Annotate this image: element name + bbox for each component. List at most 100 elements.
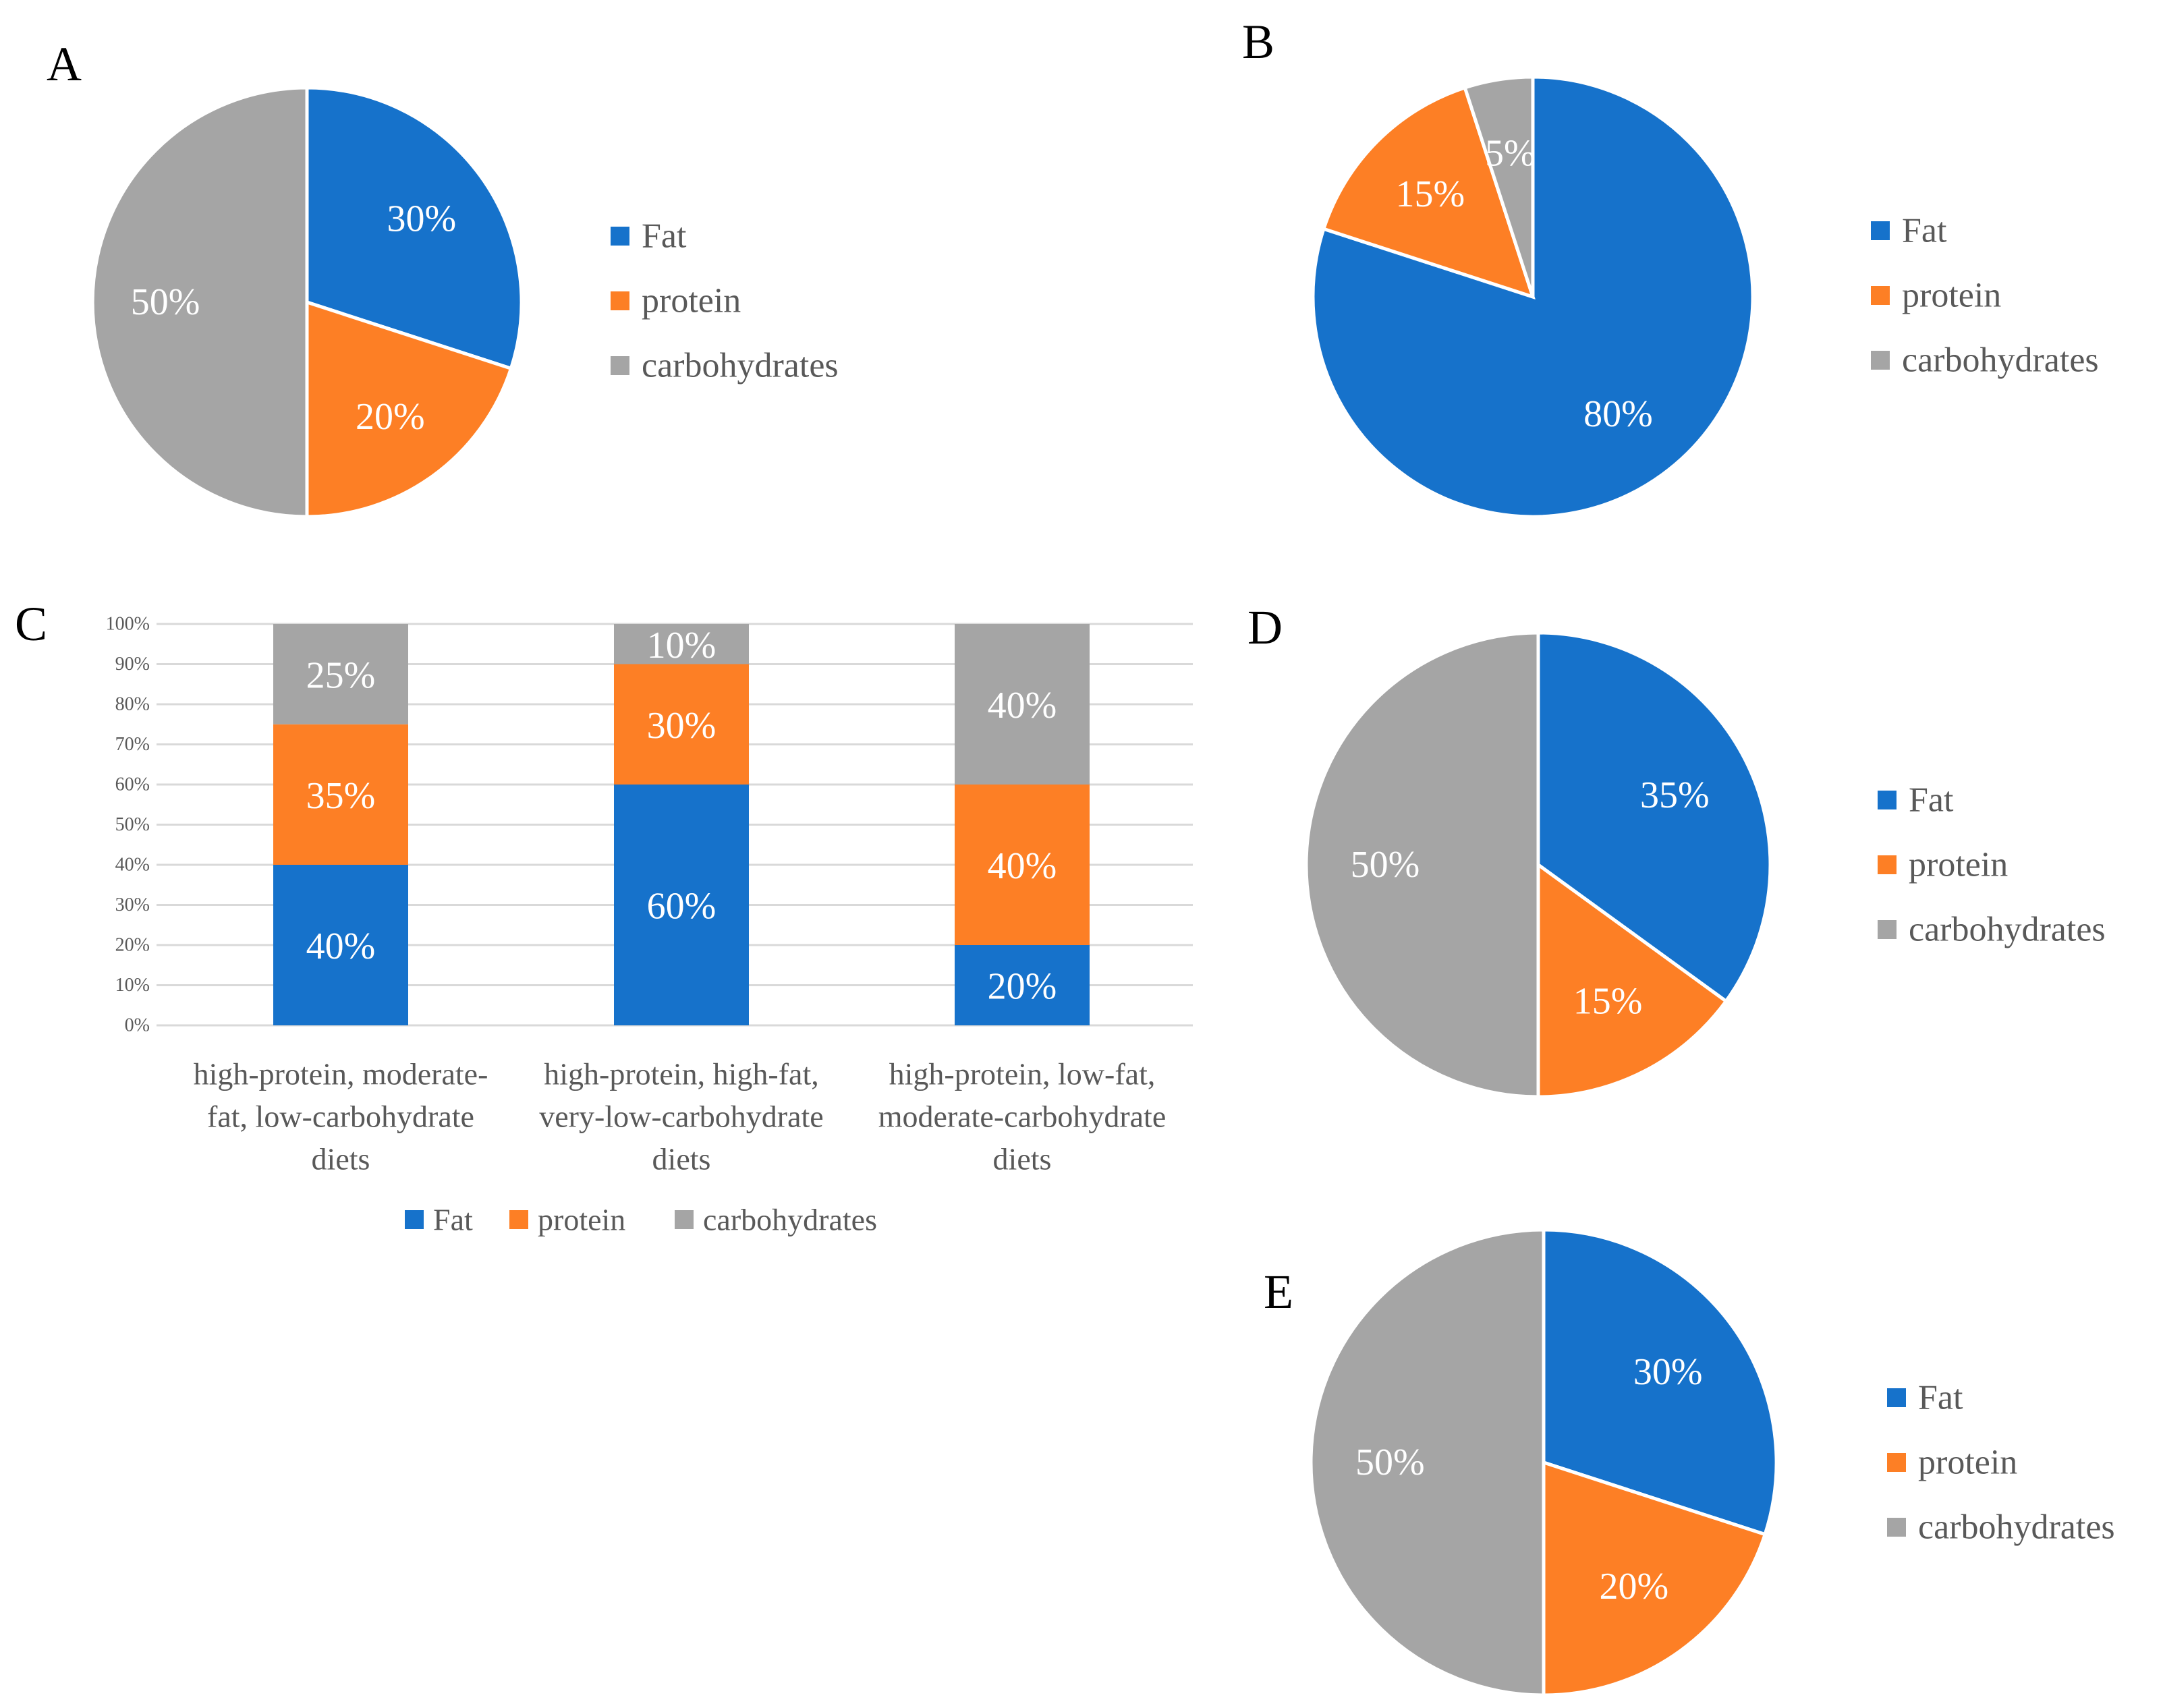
pie-slice-protein — [305, 300, 513, 519]
bar-label: 40% — [988, 685, 1057, 727]
bar-segment-protein — [273, 724, 408, 865]
legend-swatch-protein — [611, 291, 629, 310]
legend-swatch-carbohydrates — [611, 356, 629, 375]
panel-letter: B — [1242, 15, 1274, 69]
bar-segment-fat — [955, 945, 1090, 1025]
panel-letter: C — [15, 597, 47, 651]
legend-label: Fat — [642, 217, 687, 256]
pie-slice-fat — [1536, 631, 1772, 1004]
legend-label: Fat — [1909, 781, 1954, 820]
legend-swatch-protein — [1878, 855, 1897, 874]
pie-slice-protein — [1536, 861, 1729, 1099]
pie-label: 20% — [1600, 1566, 1669, 1607]
bar-label: 25% — [306, 654, 376, 696]
pie-label: 30% — [1633, 1351, 1703, 1393]
y-tick-label: 50% — [115, 814, 150, 835]
y-tick-label: 60% — [115, 774, 150, 795]
legend-swatch-protein — [1887, 1453, 1906, 1472]
pie-chart-b: B 80% 15% 5% Fat protein carbohydrates — [1242, 15, 2099, 519]
bar-label: 60% — [647, 886, 717, 928]
legend-label: Fat — [1918, 1379, 1963, 1417]
legend-swatch-carbohydrates — [675, 1210, 694, 1229]
y-tick-label: 100% — [106, 614, 150, 635]
y-tick-label: 30% — [115, 894, 150, 915]
panel-letter: E — [1264, 1265, 1293, 1319]
y-tick-label: 20% — [115, 935, 150, 956]
x-category-label: moderate-carbohydrate — [878, 1100, 1167, 1134]
pie-label: 15% — [1573, 980, 1643, 1022]
legend-swatch-fat — [1887, 1388, 1906, 1407]
pie-chart-d: D 35% 15% 50% Fat protein carbohydrates — [1247, 600, 2106, 1099]
pie-label: 50% — [1355, 1442, 1425, 1483]
bar-label: 30% — [647, 705, 717, 747]
legend-label: carbohydrates — [1902, 341, 2099, 380]
pie-slice-carbohydrates — [90, 86, 309, 519]
pie-label: 15% — [1396, 173, 1465, 215]
bar-label: 10% — [647, 625, 717, 666]
x-category-label: diets — [312, 1142, 370, 1176]
pie-slice-carbohydrates — [1463, 75, 1535, 297]
legend-label: protein — [1918, 1444, 2017, 1482]
pie-label: 50% — [1351, 844, 1420, 886]
y-tick-label: 70% — [115, 734, 150, 755]
legend-swatch-carbohydrates — [1871, 351, 1890, 370]
x-category-label: fat, low-carbohydrate — [207, 1100, 474, 1134]
bar-segment-fat — [273, 865, 408, 1025]
x-category-label: high-protein, moderate- — [194, 1057, 488, 1091]
x-category-label: diets — [652, 1142, 711, 1176]
legend-swatch-carbohydrates — [1878, 920, 1897, 939]
pie-slice-carbohydrates — [1304, 631, 1540, 1099]
bar-label: 35% — [306, 775, 376, 817]
pie-label: 30% — [387, 198, 456, 240]
x-category-label: diets — [993, 1142, 1052, 1176]
legend-label: carbohydrates — [1918, 1508, 2115, 1547]
legend-label: protein — [1909, 846, 2008, 884]
pie-legend: Fat protein carbohydrates — [1871, 212, 2099, 380]
y-tick-label: 0% — [125, 1015, 150, 1036]
bar-segment-carbohydrates — [955, 624, 1090, 785]
legend-swatch-protein — [509, 1210, 528, 1229]
pie-label: 5% — [1485, 132, 1536, 174]
legend-label: Fat — [433, 1203, 473, 1237]
legend-swatch-fat — [611, 227, 629, 246]
legend-label: protein — [538, 1203, 625, 1237]
pie-chart-a: A 30% 20% 50% Fat protein carbohydrates — [47, 37, 839, 519]
pie-label: 35% — [1640, 774, 1710, 816]
legend-label: protein — [1902, 277, 2001, 315]
bar-segment-fat — [614, 785, 749, 1025]
pie-slice-protein — [1542, 1460, 1768, 1697]
y-tick-label: 40% — [115, 855, 150, 876]
legend-swatch-fat — [1878, 791, 1897, 809]
legend-label: carbohydrates — [642, 347, 839, 385]
bar-label: 20% — [988, 966, 1057, 1008]
bar-segment-carbohydrates — [273, 624, 408, 724]
y-tick-label: 80% — [115, 694, 150, 715]
legend-label: carbohydrates — [703, 1203, 877, 1237]
bar-segment-carbohydrates — [614, 624, 749, 664]
y-tick-label: 90% — [115, 654, 150, 675]
pie-slice-carbohydrates — [1309, 1228, 1546, 1697]
legend-swatch-fat — [405, 1210, 424, 1229]
x-category-label: high-protein, low-fat, — [889, 1057, 1156, 1091]
pie-slice-fat — [1542, 1228, 1778, 1537]
bar-segment-protein — [614, 664, 749, 785]
pie-label: 80% — [1583, 393, 1653, 435]
pie-legend: Fat protein carbohydrates — [611, 217, 839, 385]
x-category-label: very-low-carbohydrate — [539, 1100, 823, 1134]
legend-label: Fat — [1902, 212, 1947, 250]
pie-legend: Fat protein carbohydrates — [1887, 1379, 2115, 1547]
bar-label: 40% — [306, 926, 376, 967]
legend-swatch-fat — [1871, 221, 1890, 240]
bar-legend: Fat protein carbohydrates — [405, 1203, 877, 1237]
pie-slice-fat — [305, 86, 524, 371]
panel-letter: D — [1247, 600, 1283, 654]
y-tick-label: 10% — [115, 975, 150, 996]
legend-label: carbohydrates — [1909, 911, 2106, 949]
x-category-label: high-protein, high-fat, — [544, 1057, 819, 1091]
pie-label: 50% — [131, 281, 200, 323]
bar-segment-protein — [955, 785, 1090, 945]
panel-letter: A — [47, 37, 82, 91]
legend-swatch-protein — [1871, 286, 1890, 305]
pie-legend: Fat protein carbohydrates — [1878, 781, 2106, 949]
